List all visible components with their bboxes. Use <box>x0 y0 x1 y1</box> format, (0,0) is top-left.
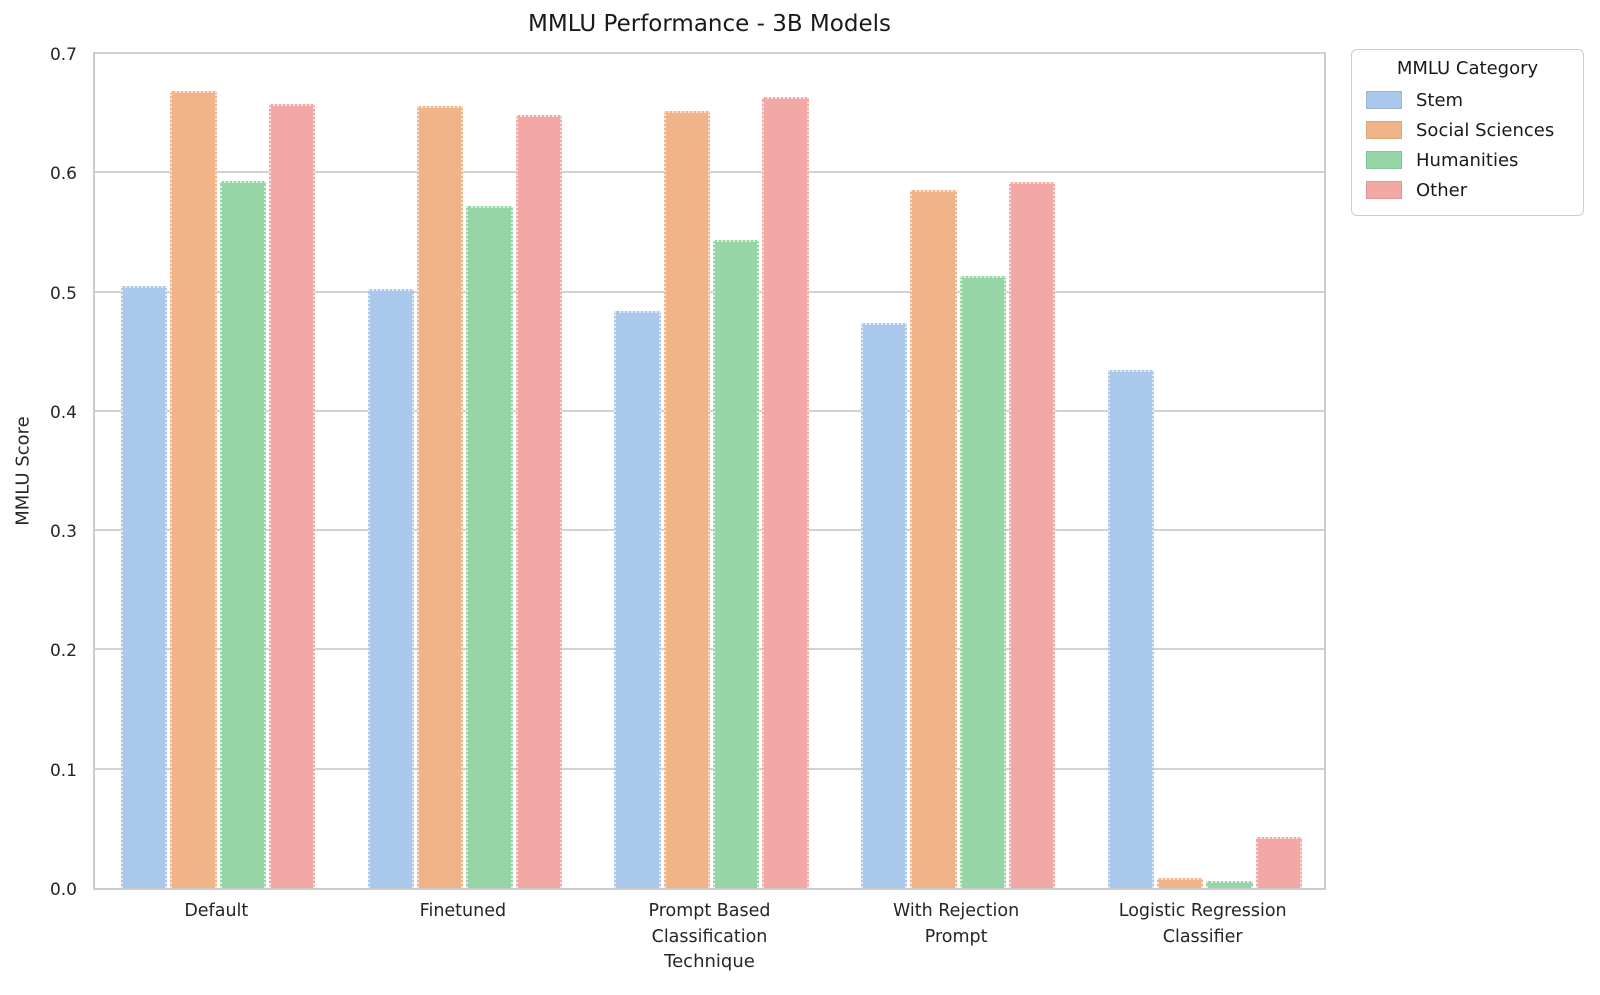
x-tick-label: Finetuned <box>419 901 507 921</box>
y-tick-label: 0.5 <box>49 283 77 304</box>
legend-item-label: Humanities <box>1416 149 1519 171</box>
legend-item: Other <box>1364 175 1571 205</box>
y-tick-label: 0.6 <box>49 164 77 185</box>
bar-other <box>515 115 563 888</box>
y-tick-label: 0.7 <box>49 45 77 65</box>
bar-stem <box>614 310 661 888</box>
chart-title: MMLU Performance - 3B Models <box>528 11 891 37</box>
y-axis-label: MMLU Score <box>12 416 34 526</box>
legend-item: Humanities <box>1364 145 1571 175</box>
legend-item-label: Social Sciences <box>1416 119 1555 141</box>
bar-other <box>269 104 316 888</box>
legend: MMLU Category Stem Social Sciences Humanit… <box>1351 49 1584 216</box>
x-tick-label: Default <box>184 901 249 921</box>
legend-item-label: Stem <box>1416 89 1464 111</box>
legend-swatch-icon <box>1366 151 1402 169</box>
legend-swatch-icon <box>1366 121 1402 139</box>
bar-stem <box>1107 370 1154 888</box>
y-tick-label: 0.1 <box>49 760 77 781</box>
bar-other <box>1008 181 1056 888</box>
legend-item: Stem <box>1364 85 1571 115</box>
bar-social-sciences <box>417 105 464 888</box>
bar-other <box>1255 836 1302 888</box>
legend-title: MMLU Category <box>1396 58 1539 79</box>
plot-area <box>93 52 1326 890</box>
bar-social-sciences <box>1156 878 1204 888</box>
bar-social-sciences <box>170 91 217 888</box>
bar-stem <box>121 285 168 888</box>
x-axis-label: Technique <box>664 951 755 972</box>
bar-humanities <box>219 180 267 888</box>
bar-humanities <box>466 205 513 888</box>
legend-items: Stem Social Sciences Humanities Other <box>1364 85 1571 205</box>
bar-other <box>762 97 809 888</box>
y-tick-label: 0.3 <box>49 522 77 543</box>
bar-social-sciences <box>910 190 957 888</box>
y-tick-label: 0.0 <box>49 880 77 900</box>
x-tick-label: With Rejection Prompt <box>892 901 1020 947</box>
legend-item: Social Sciences <box>1364 115 1571 145</box>
y-tick-label: 0.2 <box>49 641 77 662</box>
bar-humanities <box>1206 880 1253 888</box>
legend-swatch-icon <box>1366 181 1402 199</box>
legend-item-label: Other <box>1416 179 1468 201</box>
bar-stem <box>367 289 415 888</box>
bar-humanities <box>959 276 1006 888</box>
bar-social-sciences <box>663 111 710 888</box>
x-tick-label: Prompt Based Classification <box>648 901 771 947</box>
bar-stem <box>860 322 908 888</box>
y-tick-label: 0.4 <box>49 402 77 423</box>
gridline <box>95 52 1324 54</box>
x-tick-label: Logistic Regression Classifier <box>1118 901 1287 947</box>
legend-swatch-icon <box>1366 91 1402 109</box>
bar-humanities <box>713 240 760 888</box>
